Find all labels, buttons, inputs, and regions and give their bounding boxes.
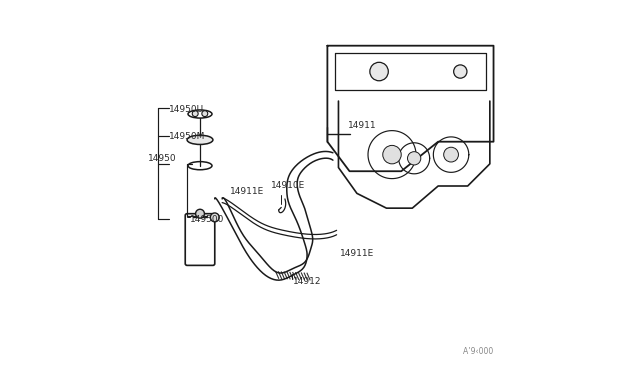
Circle shape [408,152,420,165]
Circle shape [370,62,388,81]
Text: 14911E: 14911E [230,187,264,196]
Ellipse shape [187,135,213,144]
Text: 14912: 14912 [293,278,322,286]
Circle shape [383,145,401,164]
Circle shape [444,147,458,162]
Text: 149500: 149500 [190,215,225,224]
Circle shape [192,111,198,116]
Text: 14911E: 14911E [340,249,374,258]
Circle shape [211,213,220,222]
FancyBboxPatch shape [185,214,215,265]
Circle shape [202,111,208,116]
Text: 14950M: 14950M [168,132,205,141]
Circle shape [454,65,467,78]
Circle shape [196,209,204,218]
Ellipse shape [188,110,212,118]
Ellipse shape [188,161,212,170]
Text: A’ 9‹000: A’ 9‹000 [463,347,493,356]
Text: 14950: 14950 [148,154,177,163]
Text: 14950U: 14950U [168,105,204,114]
Text: 14911: 14911 [348,121,376,129]
Text: 14910E: 14910E [271,182,305,190]
